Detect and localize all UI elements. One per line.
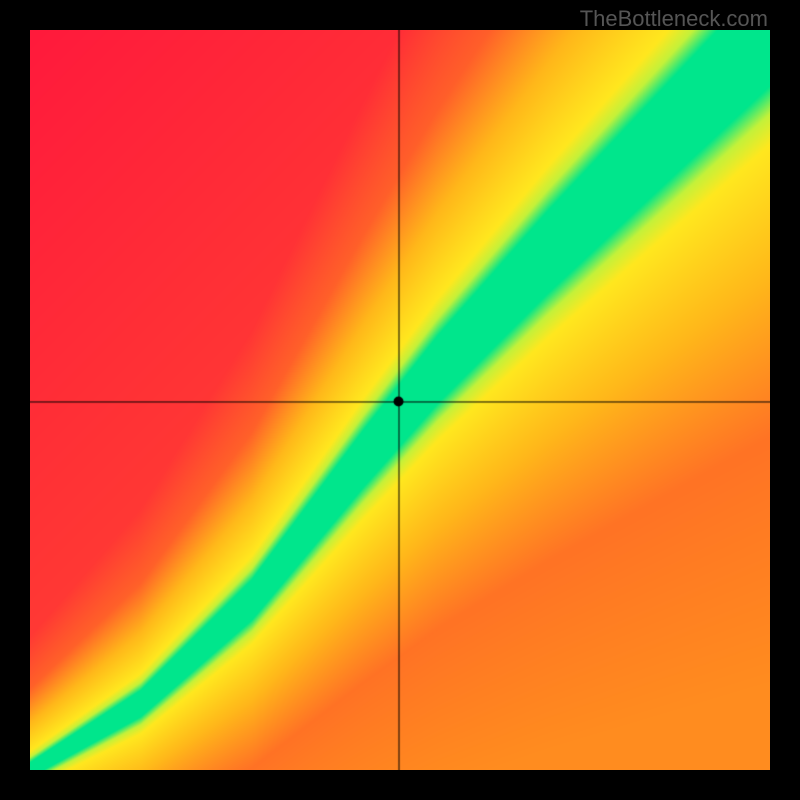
heatmap-chart xyxy=(30,30,770,770)
heatmap-canvas xyxy=(30,30,770,770)
chart-container: TheBottleneck.com xyxy=(0,0,800,800)
watermark-text: TheBottleneck.com xyxy=(580,6,768,32)
